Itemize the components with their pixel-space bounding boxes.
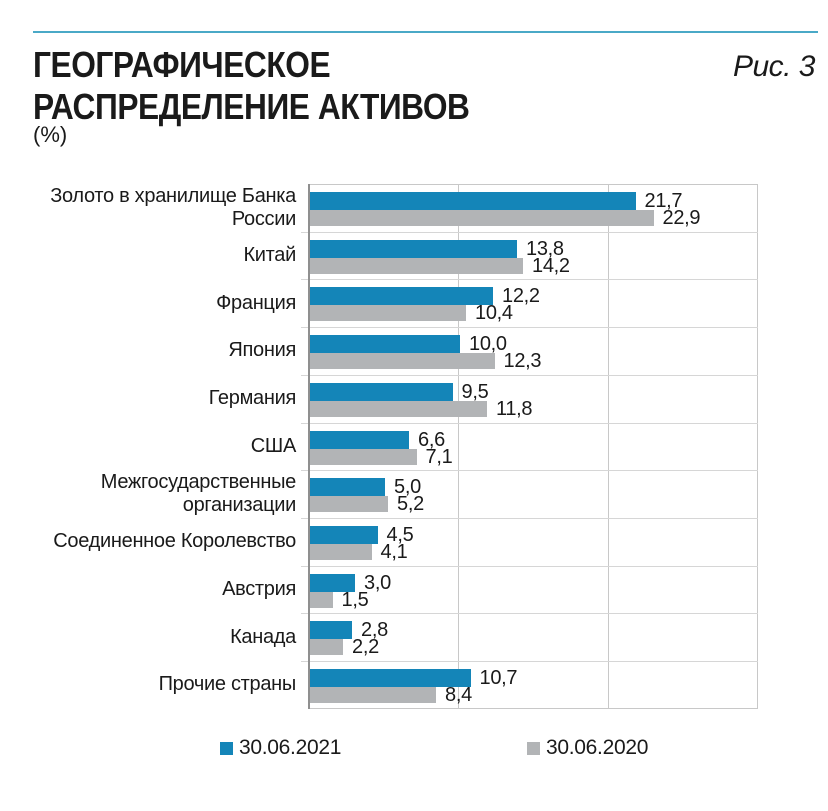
unit-label: (%) (33, 122, 68, 147)
row-separator-line (301, 661, 758, 662)
vertical-gridline (608, 184, 609, 709)
bar-2021 (310, 192, 636, 210)
value-label-2021: 13,8 (526, 237, 564, 260)
value-label-2021: 21,7 (644, 190, 683, 212)
bar-2020 (310, 400, 487, 417)
category-label: Германия (208, 387, 297, 410)
bar-2020 (310, 257, 523, 274)
value-label-2021: 9,5 (461, 380, 489, 403)
value-label-2020: 8,4 (445, 684, 472, 706)
bar-2020 (310, 543, 372, 560)
value-label-2020: 10,4 (475, 302, 513, 325)
row-separator-line (301, 327, 758, 329)
bar-2021 (310, 669, 471, 687)
category-label: Золото в хранилище Банка России (50, 184, 296, 230)
bar-2020 (310, 591, 333, 608)
value-label-2020: 11,8 (496, 397, 533, 420)
bar-2021 (310, 335, 460, 354)
value-label-2020: 2,2 (352, 636, 379, 659)
category-label: Соединенное Королевство (53, 530, 296, 553)
value-label-2021: 10,0 (469, 333, 507, 356)
row-separator-line (301, 470, 758, 472)
value-label-2021: 10,7 (479, 667, 518, 689)
vertical-gridline (458, 184, 459, 709)
legend-item-2021: 30.06.2021 (220, 736, 341, 760)
legend-swatch-2021-icon (220, 741, 233, 755)
category-label: Канада (230, 625, 296, 648)
value-label-2020: 1,5 (341, 588, 369, 611)
value-label-2021: 6,6 (418, 428, 445, 451)
bar-2020 (310, 639, 343, 656)
legend-label-2020: 30.06.2020 (546, 736, 649, 759)
bar-2021 (310, 573, 355, 592)
top-rule-line (33, 31, 818, 33)
bar-2020 (310, 687, 436, 703)
bar-2020 (310, 448, 417, 465)
category-label: Межгосударственные организации (100, 471, 297, 517)
bar-2021 (310, 430, 409, 449)
legend-label-2021: 30.06.2021 (239, 736, 342, 759)
value-label-2020: 12,3 (503, 350, 542, 373)
value-label-2020: 7,1 (425, 445, 453, 468)
value-label-2021: 3,0 (364, 571, 391, 594)
bar-2020 (310, 210, 654, 226)
value-label-2020: 5,2 (397, 493, 424, 516)
value-label-2020: 4,1 (380, 540, 408, 563)
category-label: США (250, 434, 297, 457)
bar-2021 (310, 239, 517, 258)
bar-2020 (310, 305, 466, 322)
bar-2021 (310, 382, 453, 401)
bar-2020 (310, 353, 495, 370)
legend-item-2020: 30.06.2020 (527, 736, 648, 760)
category-axis-line (308, 184, 310, 709)
row-separator-line (301, 517, 758, 519)
row-separator-line (301, 565, 758, 567)
row-separator-line (301, 231, 758, 233)
category-label: Китай (243, 244, 296, 267)
row-separator-line (301, 374, 758, 376)
value-label-2020: 22,9 (662, 207, 701, 229)
category-label: Франция (216, 291, 296, 314)
row-separator-line (301, 279, 758, 281)
value-label-2021: 12,2 (502, 285, 540, 308)
chart-title: ГЕОГРАФИЧЕСКОЕ РАСПРЕДЕЛЕНИЕ АКТИВОВ (33, 44, 470, 127)
value-label-2021: 4,5 (386, 523, 414, 546)
bar-2021 (310, 478, 385, 497)
category-label: Япония (228, 339, 296, 362)
bar-2020 (310, 496, 388, 513)
bar-2021 (310, 287, 493, 306)
value-label-2021: 5,0 (394, 476, 421, 499)
value-label-2021: 2,8 (361, 619, 388, 642)
value-label-2020: 14,2 (532, 254, 570, 277)
row-separator-line (301, 613, 758, 615)
row-separator-line (301, 422, 758, 424)
bar-2021 (310, 525, 378, 544)
category-label: Прочие страны (158, 673, 297, 696)
figure-number: Рис. 3 (732, 50, 816, 83)
bar-2021 (310, 621, 352, 640)
category-label: Австрия (222, 577, 296, 600)
legend-swatch-2020-icon (527, 741, 540, 755)
